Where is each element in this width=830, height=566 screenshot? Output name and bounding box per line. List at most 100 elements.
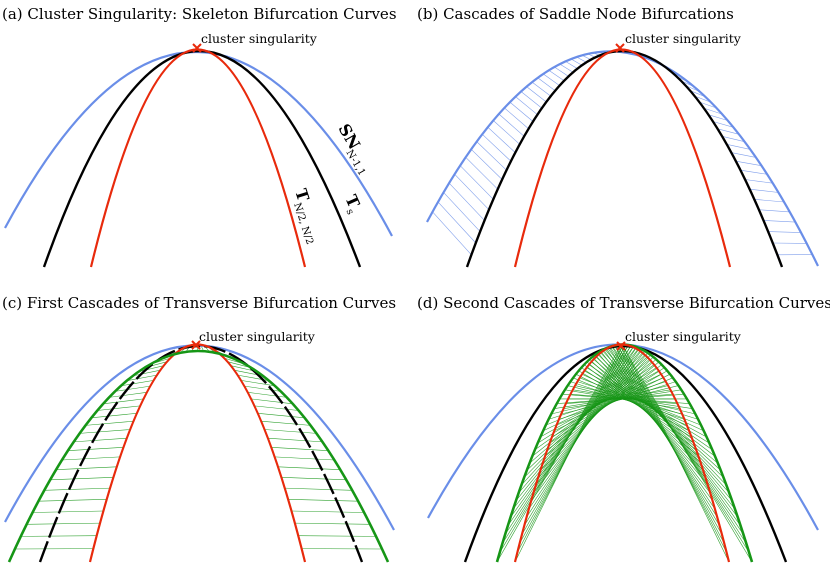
- panel-a-singularity-marker: [192, 43, 202, 53]
- hatch-b-line: [731, 152, 756, 158]
- hatch-b-line: [520, 91, 542, 109]
- hatch-c-line: [281, 477, 347, 481]
- hatch-c-line: [254, 405, 299, 411]
- panel-a: (a) Cluster Singularity: Skeleton Bifurc…: [2, 5, 397, 268]
- hatch-c-line: [247, 392, 287, 398]
- hatch-b-line: [722, 136, 745, 142]
- panel-c-transverse-curve: [7, 349, 390, 563]
- panel-c: (c) First Cascades of Transverse Bifurca…: [2, 294, 396, 563]
- hatch-c-line: [20, 535, 97, 537]
- hatch-c-line: [38, 499, 107, 502]
- panel-b-singularity-label: cluster singularity: [625, 31, 742, 46]
- hatch-b-line: [481, 133, 512, 162]
- hatch-c-line: [109, 392, 147, 398]
- hatch-b-line: [443, 192, 481, 232]
- panel-b: (b) Cascades of Saddle Node Bifurcations…: [417, 5, 819, 268]
- hatch-c-line: [132, 369, 161, 377]
- hatch-b-line: [526, 86, 547, 103]
- hatch-b-line: [487, 126, 516, 153]
- hatch-b-line: [726, 144, 751, 150]
- hatch-c-line: [264, 429, 317, 434]
- panel-a-title: (a) Cluster Singularity: Skeleton Bifurc…: [2, 5, 397, 23]
- hatch-c-line: [298, 535, 377, 537]
- hatch-c-line: [274, 456, 335, 461]
- hatch-b-line: [432, 211, 472, 256]
- hatch-b-line: [470, 149, 503, 180]
- hatch-b-line: [559, 63, 574, 73]
- hatch-b-line: [576, 56, 587, 63]
- hatch-b-line: [703, 107, 723, 115]
- panel-b-title: (b) Cascades of Saddle Node Bifurcations: [417, 5, 734, 23]
- panel-b-ts-curve: [465, 50, 784, 268]
- hatch-b-line: [768, 231, 802, 233]
- hatch-c-line: [261, 420, 311, 426]
- hatch-c-line: [85, 420, 134, 426]
- hatch-b-line: [493, 120, 520, 145]
- hatch-b-line: [565, 61, 578, 69]
- hatch-b-line: [531, 81, 551, 97]
- hatch-b-line: [459, 165, 494, 200]
- hatch-c-line: [97, 405, 141, 411]
- hatch-c-line: [294, 522, 371, 525]
- hatch-b-line: [476, 141, 507, 171]
- hatch-b-line: [548, 70, 565, 82]
- hatch-c-line: [114, 385, 151, 392]
- hatch-c-line: [91, 413, 137, 419]
- panel-d-ts-curve: [463, 345, 788, 563]
- panel-a-ts-label: T s: [341, 192, 363, 217]
- hatch-b-line: [454, 173, 490, 210]
- hatch-c-line: [138, 365, 164, 372]
- panel-a-singularity-label: cluster singularity: [201, 31, 318, 46]
- hatch-c-line: [288, 499, 359, 502]
- hatch-c-line: [126, 374, 158, 381]
- panel-b-saddle-node-hatching: [432, 50, 813, 256]
- hatch-b-line: [543, 73, 560, 86]
- panel-a-ts-label-sub: s: [343, 207, 355, 216]
- hatch-c-line: [257, 413, 305, 419]
- hatch-b-line: [708, 114, 728, 121]
- hatch-c-line: [271, 447, 329, 451]
- hatch-b-line: [758, 209, 790, 213]
- hatch-b-line: [735, 160, 762, 166]
- hatch-d-line: [514, 344, 624, 563]
- hatch-d-line: [616, 344, 725, 544]
- hatch-b-line: [465, 157, 498, 190]
- hatch-b-line: [745, 179, 773, 184]
- panel-a-sn-label-main: SN: [335, 121, 365, 153]
- hatch-c-line: [44, 487, 111, 491]
- panel-b-tn-curve: [513, 48, 732, 268]
- hatch-c-line: [120, 380, 154, 387]
- hatch-b-line: [749, 188, 779, 193]
- hatch-b-line: [763, 220, 796, 223]
- hatch-c-line: [73, 437, 127, 443]
- hatch-c-line: [32, 510, 104, 513]
- panel-a-tn-label-main: T: [291, 186, 313, 203]
- hatch-c-line: [251, 398, 293, 405]
- hatch-b-line: [448, 182, 485, 221]
- hatch-b-line: [537, 77, 556, 91]
- hatch-b-line: [694, 95, 712, 103]
- panel-c-tn-curve: [88, 343, 307, 563]
- hatch-c-line: [61, 456, 121, 461]
- panel-d-singularity-label: cluster singularity: [625, 329, 742, 344]
- hatch-b-line: [712, 121, 734, 128]
- hatch-c-line: [240, 380, 275, 387]
- panel-a-sn-curve: [4, 50, 393, 237]
- hatch-b-line: [437, 201, 477, 244]
- hatch-c-line: [50, 477, 114, 481]
- panel-d-title: (d) Second Cascades of Transverse Bifurc…: [417, 294, 830, 312]
- hatch-c-line: [103, 398, 144, 405]
- panel-b-singularity-marker: [615, 43, 625, 53]
- panel-c-title: (c) First Cascades of Transverse Bifurca…: [2, 294, 396, 312]
- hatch-c-line: [55, 466, 117, 470]
- hatch-c-line: [26, 522, 101, 525]
- hatch-c-line: [67, 447, 124, 451]
- hatch-c-line: [277, 466, 341, 470]
- panel-d: (d) Second Cascades of Transverse Bifurc…: [417, 294, 830, 563]
- hatch-b-line: [754, 199, 785, 203]
- hatch-b-line: [699, 101, 717, 109]
- panel-b-sn-curve: [426, 50, 819, 267]
- panel-c-ts-curve: [38, 345, 364, 563]
- hatch-c-line: [267, 437, 323, 443]
